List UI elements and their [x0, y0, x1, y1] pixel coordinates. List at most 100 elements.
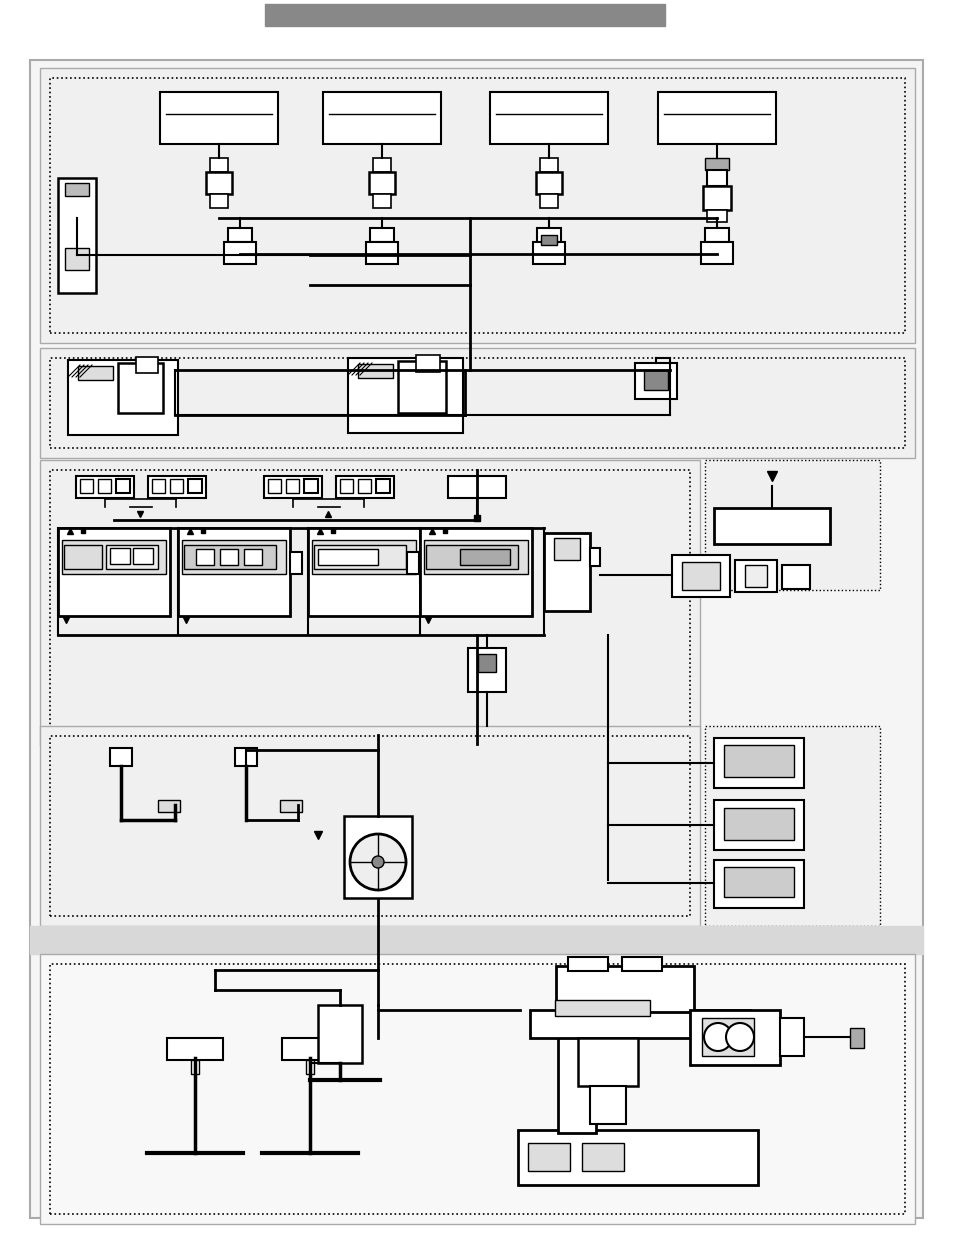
Bar [118, 363, 163, 413]
Bar [357, 479, 371, 493]
Bar [306, 1060, 314, 1074]
Bar [314, 544, 406, 569]
Bar [581, 1144, 623, 1171]
Bar [244, 549, 262, 566]
Bar [65, 249, 89, 270]
Bar [339, 479, 353, 493]
Bar [589, 548, 599, 566]
Bar [370, 227, 394, 242]
Bar [713, 860, 803, 907]
Bar [152, 479, 165, 493]
Bar [344, 815, 412, 897]
Bar [40, 68, 914, 343]
Bar [98, 479, 111, 493]
Bar [419, 548, 434, 584]
Bar [64, 544, 102, 569]
Bar [191, 1060, 199, 1074]
Bar [704, 227, 728, 242]
Bar [537, 227, 560, 242]
Bar [62, 539, 166, 574]
Bar [734, 561, 776, 592]
Bar [317, 549, 377, 566]
Bar [658, 92, 775, 144]
Bar [517, 1130, 758, 1185]
Bar [357, 364, 393, 378]
Circle shape [725, 1023, 753, 1052]
Bar [116, 479, 130, 493]
Bar [539, 158, 558, 172]
Bar [567, 957, 607, 971]
Bar [533, 242, 564, 264]
Bar [50, 965, 904, 1214]
Bar [317, 1006, 361, 1063]
Bar [681, 562, 720, 590]
Bar [265, 4, 664, 26]
Bar [419, 528, 532, 617]
Bar [110, 748, 132, 766]
Bar [468, 648, 505, 692]
Bar [555, 1001, 649, 1016]
Bar [589, 1086, 625, 1124]
Bar [158, 800, 180, 812]
Bar [195, 549, 213, 566]
Bar [416, 355, 439, 372]
Bar [459, 549, 510, 566]
Bar [335, 476, 394, 498]
Bar [40, 460, 700, 745]
Bar [148, 476, 206, 498]
Bar [268, 479, 281, 493]
Bar [167, 1038, 223, 1060]
Bar [210, 194, 228, 208]
Bar [536, 172, 561, 194]
Bar [706, 210, 726, 222]
Bar [702, 186, 730, 210]
Bar [704, 460, 879, 590]
Bar [373, 194, 391, 208]
Circle shape [703, 1023, 731, 1052]
Circle shape [350, 834, 406, 890]
Bar [723, 745, 793, 777]
Bar [40, 953, 914, 1224]
Bar [110, 548, 130, 564]
Bar [744, 566, 766, 587]
Bar [375, 479, 390, 493]
Bar [700, 242, 732, 264]
Bar [780, 1018, 803, 1057]
Bar [234, 748, 256, 766]
Bar [228, 227, 252, 242]
Bar [849, 1028, 863, 1048]
Bar [407, 552, 418, 574]
Bar [58, 528, 170, 617]
Bar [323, 92, 440, 144]
Bar [65, 183, 89, 196]
Bar [224, 242, 255, 264]
Bar [369, 172, 395, 194]
Bar [106, 544, 158, 569]
Bar [723, 868, 793, 897]
Bar [220, 549, 237, 566]
Bar [781, 566, 809, 589]
Bar [556, 966, 693, 1012]
Bar [184, 544, 275, 569]
Bar [713, 738, 803, 788]
Bar [178, 528, 290, 617]
Bar [635, 363, 677, 399]
Bar [578, 1038, 638, 1086]
Bar [312, 539, 416, 574]
Bar [78, 365, 112, 380]
Bar [40, 348, 914, 457]
Bar [160, 92, 277, 144]
Bar [50, 358, 904, 447]
Bar [132, 548, 152, 564]
Circle shape [372, 856, 384, 868]
Bar [558, 968, 596, 1134]
Bar [210, 158, 228, 172]
Bar [713, 800, 803, 850]
Bar [182, 539, 286, 574]
Bar [68, 360, 178, 435]
Bar [701, 1018, 753, 1057]
Bar [540, 235, 557, 245]
Bar [290, 552, 302, 574]
Bar [426, 544, 517, 569]
Bar [366, 242, 397, 264]
